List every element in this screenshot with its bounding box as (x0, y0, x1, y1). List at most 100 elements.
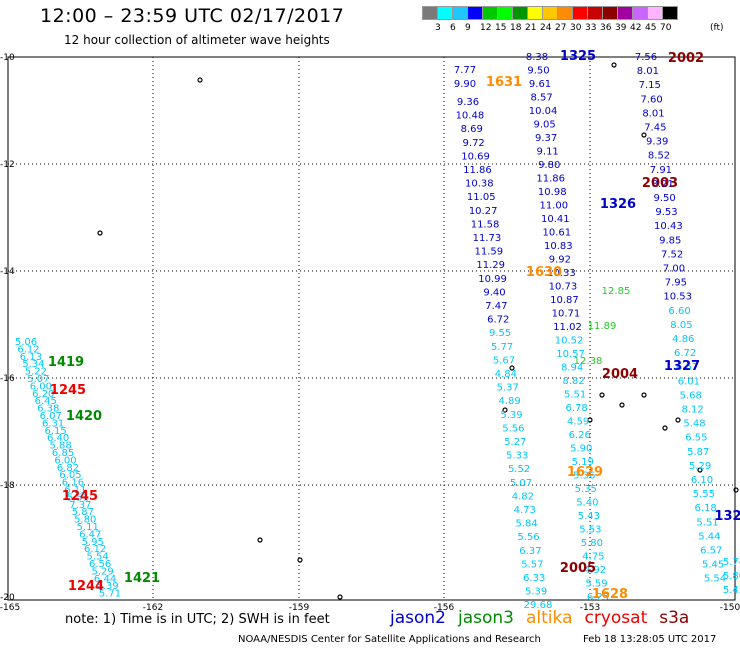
wave-height-value: 6.05 (59, 470, 81, 481)
island (97, 230, 103, 236)
legend-label: 42 (630, 23, 642, 33)
wave-height-value: 5.87 (687, 447, 709, 458)
wave-height-value: 5.74 (723, 557, 740, 568)
wave-height-value: 7.56 (635, 52, 657, 63)
wave-height-value: 6.31 (42, 418, 64, 429)
wave-height-value: 5.27 (504, 437, 526, 448)
wave-height-value: 6.67 (676, 362, 698, 373)
wave-height-value: 10.27 (469, 206, 498, 217)
wave-height-value: 10.57 (556, 349, 585, 360)
track-label: 1327 (664, 359, 700, 374)
lat-tick-label: -16 (0, 374, 15, 384)
wave-height-value: 6.38 (37, 404, 59, 415)
map-frame (7, 56, 736, 601)
wave-height-value: 6.07 (40, 411, 62, 422)
lon-tick-label: -156 (434, 603, 455, 613)
wave-height-value: 9.37 (535, 133, 557, 144)
wave-height-value: 5.11 (77, 522, 99, 533)
wave-height-value: 6.78 (566, 403, 588, 414)
wave-height-value: 4.73 (514, 505, 536, 516)
wave-height-value: 9.55 (489, 328, 511, 339)
wave-height-value: 4.89 (498, 396, 520, 407)
wave-height-value: 11.59 (474, 247, 503, 258)
wave-height-value: 5.59 (585, 579, 607, 590)
wave-height-value: 10.61 (543, 228, 572, 239)
island (675, 417, 681, 423)
wave-height-value: 7.60 (640, 94, 662, 105)
wave-height-value: 9.40 (483, 287, 505, 298)
legend-unit: (ft) (710, 23, 724, 33)
island (197, 77, 203, 83)
wave-height-value: 10.99 (478, 274, 507, 285)
track-label: 1629 (567, 465, 603, 480)
lat-tick-label: -12 (0, 160, 15, 170)
track-label: 1244 (68, 579, 104, 594)
satellite-label-jason2: jason2 (390, 608, 446, 628)
track-label: 1326 (600, 197, 636, 212)
wave-height-value: 5.51 (564, 390, 586, 401)
wave-height-value: 6.00 (30, 381, 52, 392)
wave-height-value: 7.52 (661, 249, 683, 260)
wave-height-value: 9.05 (533, 120, 555, 131)
wave-height-value: 5.95 (82, 537, 104, 548)
track-label: 1421 (124, 571, 160, 586)
wave-height-value: 29.68 (524, 600, 553, 611)
wave-height-value: 8.82 (562, 376, 584, 387)
wave-height-value: 5.71 (99, 589, 121, 600)
lat-lon-grid (7, 56, 736, 601)
lat-tick-label: -14 (0, 267, 15, 277)
wave-height-value: 5.77 (491, 342, 513, 353)
legend-labels: 3 6 9 12 15 18 21 24 27 30 33 36 39 42 45 70 (ft) (422, 23, 740, 35)
satellite-label-cryosat: cryosat (584, 608, 648, 628)
wave-height-value: 4.84 (495, 369, 517, 380)
wave-height-value: 4.75 (582, 552, 604, 563)
wave-height-value: 8.21 (652, 179, 674, 190)
legend-label: 45 (645, 23, 657, 33)
note-text: note: 1) Time is in UTC; 2) SWH is in fe… (65, 612, 330, 627)
wave-height-value: 10.33 (547, 268, 576, 279)
legend-label: 6 (450, 23, 456, 33)
wave-height-value: 6.85 (52, 448, 74, 459)
wave-height-value: 7.15 (639, 80, 661, 91)
satellite-legend: jason2 jason3 altika cryosat s3a (390, 608, 701, 628)
wave-height-value: 5.55 (693, 489, 715, 500)
footer-credit: NOAA/NESDIS Center for Satellite Applica… (238, 634, 541, 645)
wave-height-value: 6.01 (678, 376, 700, 387)
wave-height-value: 6.45 (35, 396, 57, 407)
island (641, 392, 647, 398)
wave-height-value: 10.73 (549, 282, 578, 293)
wave-height-value: 5.06 (15, 337, 37, 348)
wave-height-value: 5.39 (500, 410, 522, 421)
wave-height-value: 8.01 (637, 66, 659, 77)
wave-height-value: 9.39 (646, 137, 668, 148)
footer-timestamp: Feb 18 13:28:05 UTC 2017 (583, 634, 717, 645)
lon-tick-label: -159 (289, 603, 310, 613)
wave-height-value: 10.38 (465, 179, 494, 190)
island (619, 402, 625, 408)
wave-height-value: 9.80 (538, 160, 560, 171)
wave-height-value: 5.51 (696, 517, 718, 528)
wave-height-value: 6.25 (587, 592, 609, 603)
wave-height-value: 5.54 (704, 574, 726, 585)
wave-height-value: 10.83 (544, 241, 573, 252)
wave-height-value: 6.15 (45, 426, 67, 437)
wave-height-value: 4.92 (584, 565, 606, 576)
wave-height-value: 6.60 (668, 306, 690, 317)
legend-label: 33 (585, 23, 597, 33)
track-label: 1628 (592, 587, 628, 602)
wave-height-value: 6.44 (94, 574, 116, 585)
island (502, 407, 508, 413)
wave-height-value: 5.80 (581, 538, 603, 549)
wave-height-value: 11.58 (471, 219, 500, 230)
wave-height-value: 6.82 (57, 463, 79, 474)
wave-height-value: 5.40 (576, 498, 598, 509)
wave-height-value: 9.61 (529, 79, 551, 90)
wave-height-value: 5.87 (72, 507, 94, 518)
wave-height-value: 9.50 (527, 66, 549, 77)
legend-label: 27 (555, 23, 567, 33)
track-label: 1245 (50, 383, 86, 398)
track-label: 1420 (66, 409, 102, 424)
wave-height-value: 5.88 (49, 441, 71, 452)
wave-height-value: 5.68 (680, 390, 702, 401)
wave-height-value: 5.51 (67, 492, 89, 503)
